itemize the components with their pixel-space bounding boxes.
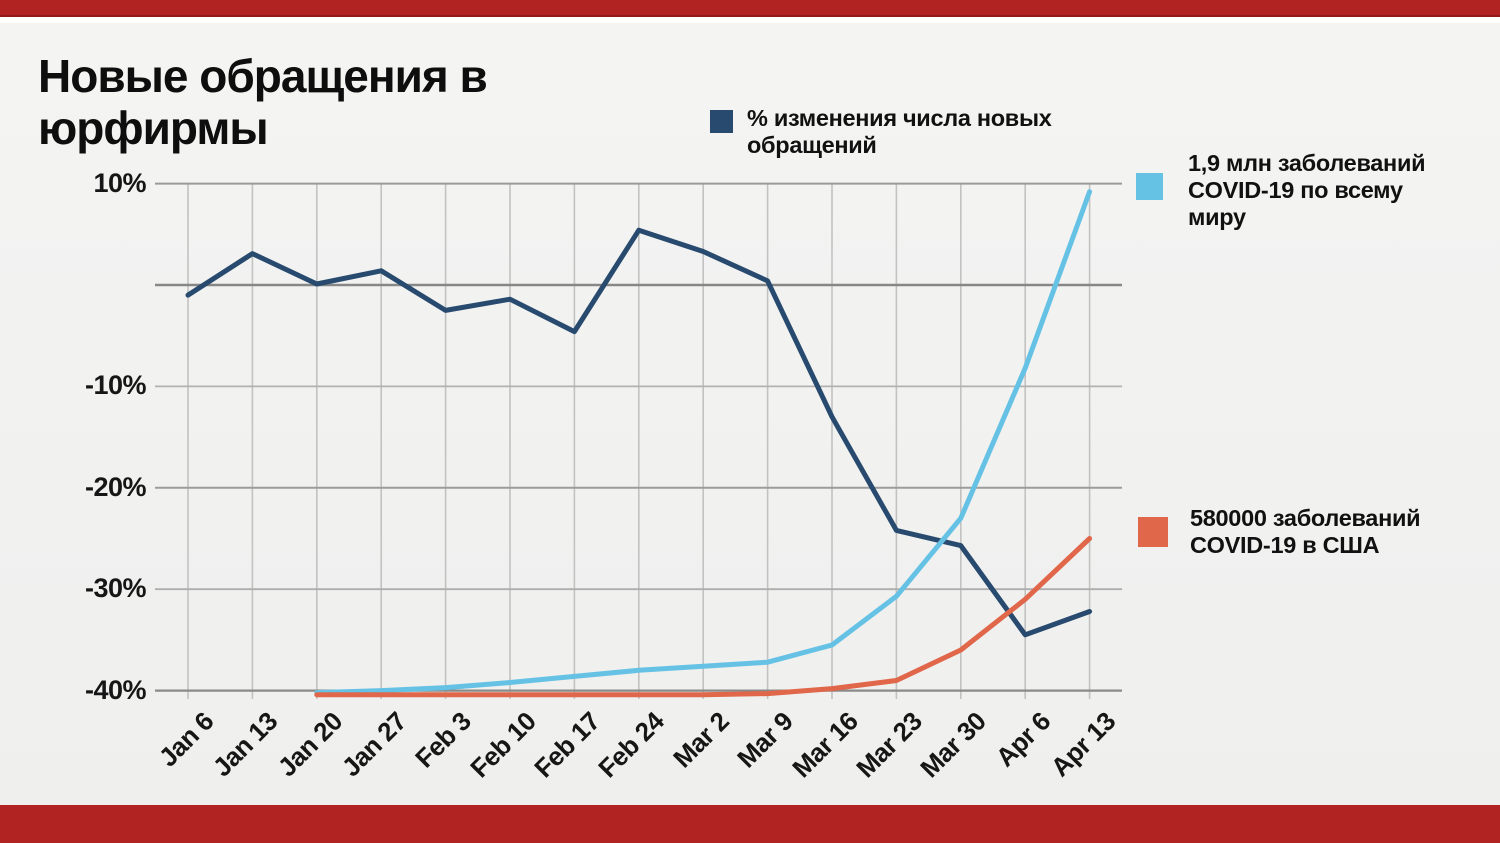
gridlines	[155, 182, 1122, 699]
y-tick-label: 10%	[93, 167, 146, 198]
legend-label-line: обращений	[747, 131, 877, 158]
legend-item-covid-usa: 580000 заболеваний COVID-19 в США	[1138, 505, 1421, 559]
y-tick-label: -30%	[84, 573, 147, 604]
legend-item-covid-world: 1,9 млн заболеваний COVID-19 по всему миру	[1136, 150, 1426, 230]
y-tick-label: -40%	[84, 674, 147, 705]
y-tick-label: -20%	[84, 471, 147, 502]
legend-label-covid-world: 1,9 млн заболеваний COVID-19 по всему миру	[1188, 150, 1426, 230]
legend-label-line: миру	[1188, 203, 1246, 230]
legend-label-new-inquiries: % изменения числа новых обращений	[747, 105, 1052, 159]
chart-canvas: Новые обращения в юрфирмы % изменения чи…	[0, 23, 1500, 805]
legend-label-line: 1,9 млн заболеваний	[1188, 150, 1426, 176]
legend-label-line: 580000 заболеваний	[1190, 505, 1421, 531]
series-line-2	[314, 536, 1093, 698]
y-tick-label: -10%	[84, 370, 147, 401]
top-red-bar	[0, 0, 1500, 17]
legend-item-new-inquiries: % изменения числа новых обращений	[710, 105, 1052, 159]
legend-swatch-orange	[1138, 517, 1168, 547]
bottom-red-bar	[0, 805, 1500, 843]
legend-label-covid-usa: 580000 заболеваний COVID-19 в США	[1190, 505, 1421, 559]
legend-swatch-lightblue	[1136, 173, 1163, 200]
legend-label-line: COVID-19 в США	[1190, 531, 1380, 558]
legend-swatch-navy	[710, 110, 733, 133]
series-lines	[185, 189, 1093, 698]
chart-title: Новые обращения в юрфирмы	[38, 50, 488, 154]
legend-label-line: COVID-19 по всему	[1188, 176, 1403, 203]
legend-label-line: % изменения числа новых	[747, 105, 1052, 131]
series-line-1	[314, 189, 1093, 696]
